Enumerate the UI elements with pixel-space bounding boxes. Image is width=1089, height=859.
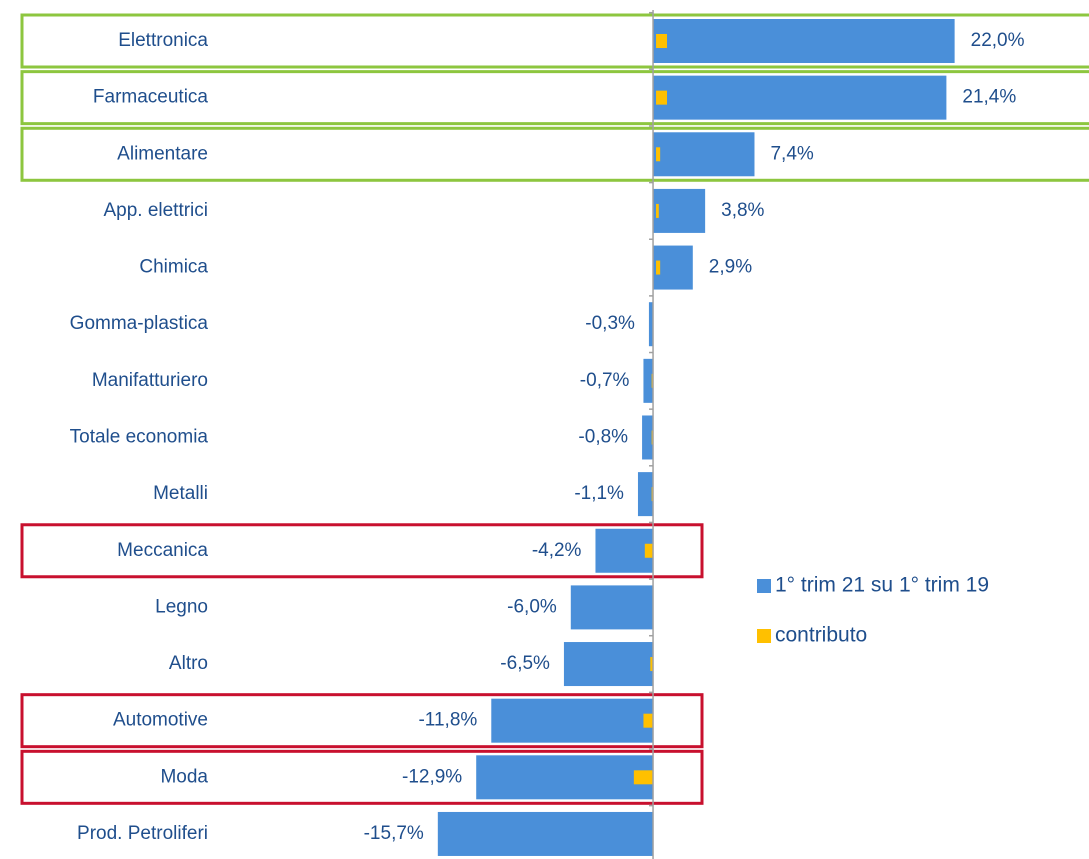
contribution-bar (633, 770, 654, 785)
highlight-box (20, 749, 704, 805)
category-label: Prod. Petroliferi (77, 823, 208, 844)
category-label: Elettronica (118, 30, 208, 51)
value-label: -4,2% (532, 540, 582, 561)
category-label: Chimica (139, 257, 208, 278)
category-label: Manifatturiero (92, 370, 208, 391)
value-label: -1,1% (574, 483, 624, 504)
value-label: -0,3% (585, 313, 635, 334)
category-label: Metalli (153, 483, 208, 504)
bar (476, 755, 654, 800)
bar (653, 19, 955, 63)
value-label: -11,8% (418, 710, 477, 731)
category-label: Alimentare (117, 143, 208, 164)
value-label: -15,7% (364, 823, 424, 844)
highlight-box (20, 13, 1089, 69)
value-label: -12,9% (402, 766, 462, 787)
bar (653, 132, 755, 177)
value-label: -6,5% (500, 653, 550, 674)
bar (491, 698, 654, 743)
legend-swatch (757, 629, 771, 643)
highlight-box (20, 523, 704, 579)
contribution-bar (650, 657, 654, 672)
highlight-box (20, 70, 1089, 126)
category-label: Automotive (113, 710, 208, 731)
value-label: -6,0% (507, 596, 557, 617)
value-label: 3,8% (721, 200, 764, 221)
category-label: Totale economia (70, 426, 209, 447)
category-label: Farmaceutica (93, 87, 209, 108)
contribution-bar (656, 147, 661, 162)
legend-label: contributo (775, 624, 867, 647)
category-label: App. elettrici (103, 200, 208, 221)
bar (653, 75, 947, 120)
bar (637, 472, 654, 517)
bar (595, 528, 654, 573)
bar (643, 358, 654, 403)
legend-swatch (757, 579, 771, 593)
value-label: 21,4% (962, 87, 1016, 108)
bar (563, 642, 654, 687)
bar (437, 811, 654, 856)
category-label: Gomma-plastica (70, 313, 209, 334)
bar (642, 415, 654, 460)
value-label: 22,0% (971, 30, 1025, 51)
bar (570, 585, 654, 630)
contribution-bar (656, 260, 661, 275)
contribution-bar (656, 90, 668, 105)
category-label: Moda (160, 766, 208, 787)
highlight-box (20, 693, 704, 749)
contribution-bar (644, 543, 654, 558)
legend-label: 1° trim 21 su 1° trim 19 (775, 574, 989, 597)
highlight-box (20, 126, 1089, 182)
contribution-bar (656, 34, 668, 48)
category-label: Altro (169, 653, 208, 674)
bar (648, 302, 654, 347)
value-label: 7,4% (770, 143, 813, 164)
contribution-bar (656, 203, 659, 218)
bar (653, 188, 706, 233)
category-label: Meccanica (117, 540, 208, 561)
contribution-bar (643, 713, 654, 728)
value-label: -0,8% (578, 426, 628, 447)
value-label: -0,7% (580, 370, 630, 391)
category-label: Legno (155, 596, 208, 617)
value-label: 2,9% (709, 257, 752, 278)
